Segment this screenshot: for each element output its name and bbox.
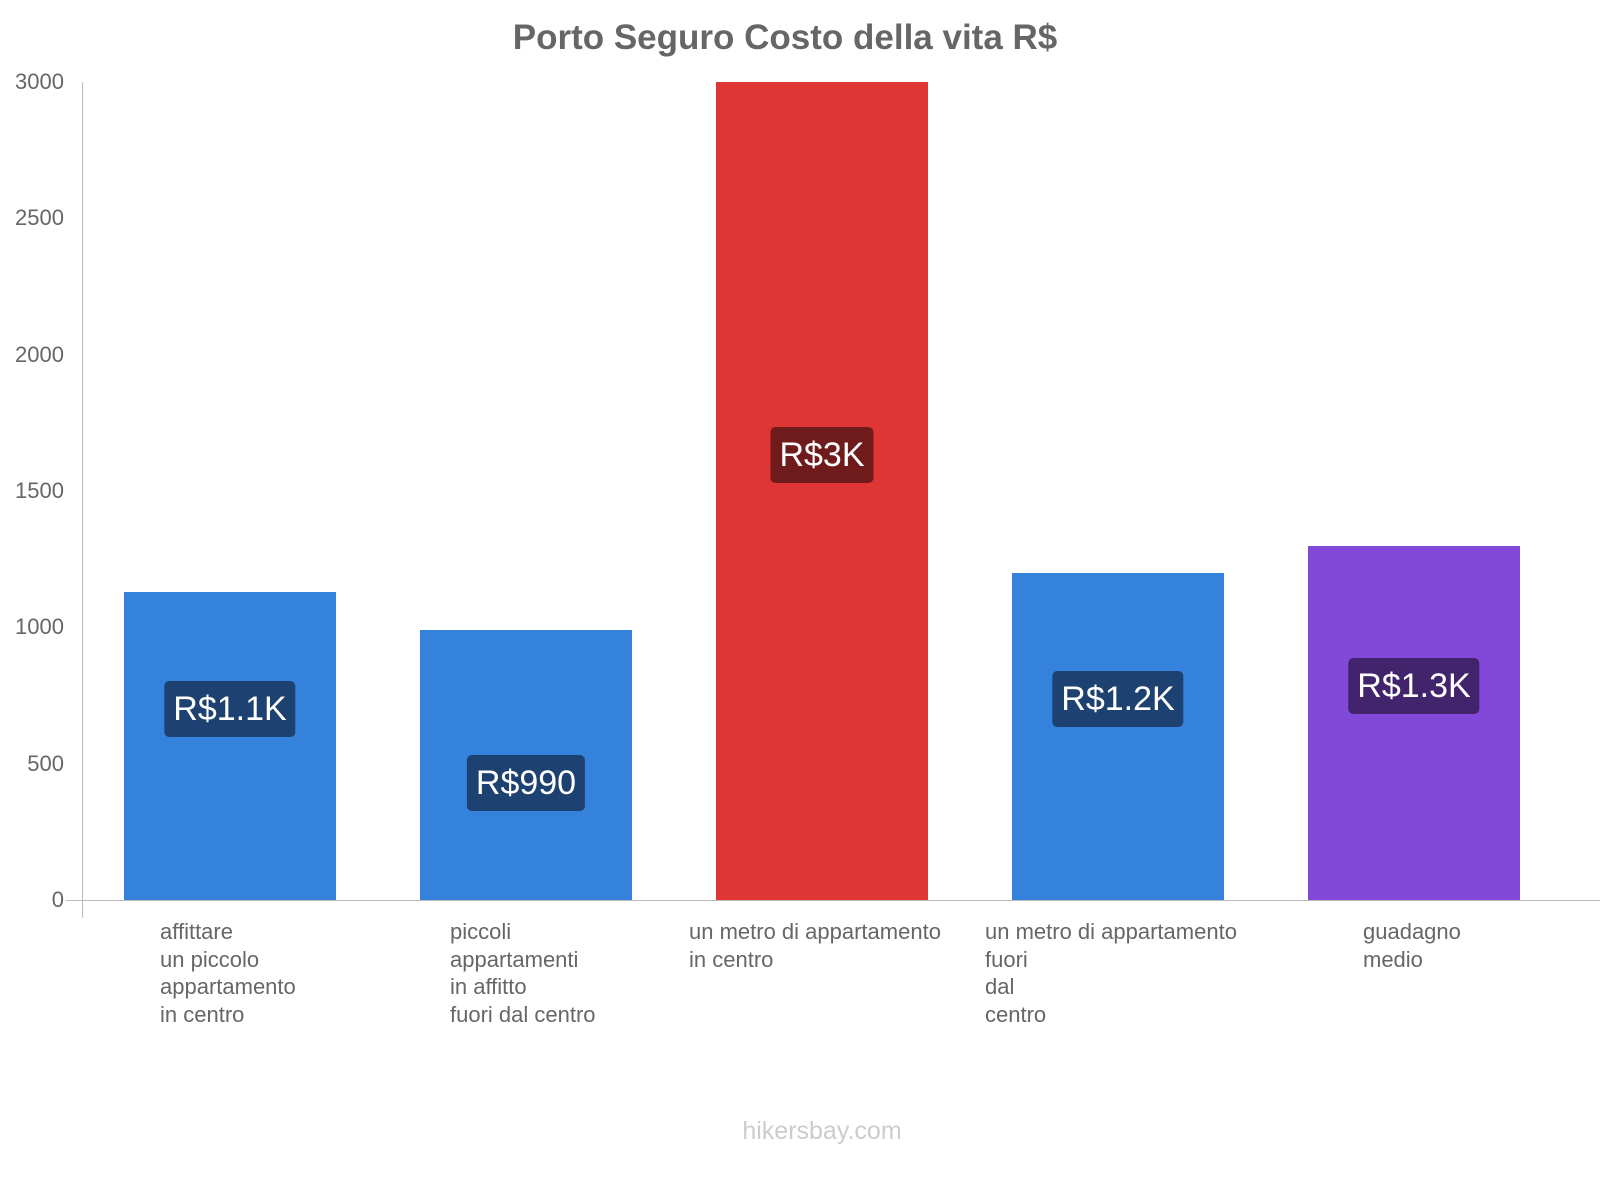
chart-title: Porto Seguro Costo della vita R$	[512, 18, 1058, 57]
bar-value-label: R$1.2K	[1052, 671, 1184, 728]
x-category-label-line: piccoli	[450, 919, 512, 944]
x-category-label-line: guadagno	[1363, 919, 1461, 944]
x-category-label: affittare un piccolo appartamento in centro	[160, 918, 296, 1028]
x-category-label: piccoli appartamenti in affitto fuori dal c…	[450, 918, 596, 1028]
x-category-label: guadagno medio	[1363, 918, 1461, 973]
x-category-label-line: fuori dal centro	[450, 1001, 596, 1027]
x-category-label-line: in centro	[689, 946, 774, 972]
x-category-label: un metro di appartamento in centro	[689, 918, 941, 973]
bar-value-label: R$1.1K	[164, 680, 296, 737]
y-axis-line	[82, 82, 83, 918]
bar-value-label: R$990	[466, 755, 586, 812]
bar[interactable]	[1012, 572, 1224, 900]
bar-value-label: R$3K	[770, 427, 874, 483]
x-category-label-line: in affitto	[450, 974, 527, 999]
x-category-label: un metro di appartamento fuori dal centro	[985, 918, 1237, 1028]
x-category-label-line: centro	[985, 1001, 1047, 1027]
x-category-label-line: affittare	[160, 919, 233, 944]
x-category-label-line: un piccolo	[160, 946, 260, 972]
y-tick-label: 1500	[15, 478, 64, 503]
x-category-label-line: un metro di appartamento	[689, 919, 941, 944]
y-tick-label: 0	[51, 887, 64, 912]
x-category-label-line: fuori	[985, 946, 1028, 972]
x-category-label-line: medio	[1363, 946, 1423, 972]
y-tick-label: 2500	[15, 205, 64, 231]
x-category-label-line: in centro	[160, 1001, 245, 1027]
x-category-label-line: dal	[985, 974, 1015, 999]
bar[interactable]	[716, 82, 928, 900]
x-category-label-line: appartamenti	[450, 946, 579, 972]
x-category-label-line: appartamento	[160, 974, 296, 999]
x-axis-line	[66, 900, 1600, 901]
bar[interactable]	[124, 591, 336, 900]
bar-value-label: R$1.3K	[1348, 657, 1480, 714]
y-tick-label: 500	[27, 750, 64, 776]
y-tick-label: 2000	[15, 341, 64, 367]
watermark: hikersbay.com	[742, 1117, 902, 1145]
y-tick-mark	[66, 900, 82, 901]
x-category-label-line: un metro di appartamento	[985, 919, 1237, 944]
bar[interactable]	[1308, 545, 1520, 900]
y-tick-label: 1000	[15, 614, 64, 640]
y-tick-label: 3000	[15, 69, 64, 94]
